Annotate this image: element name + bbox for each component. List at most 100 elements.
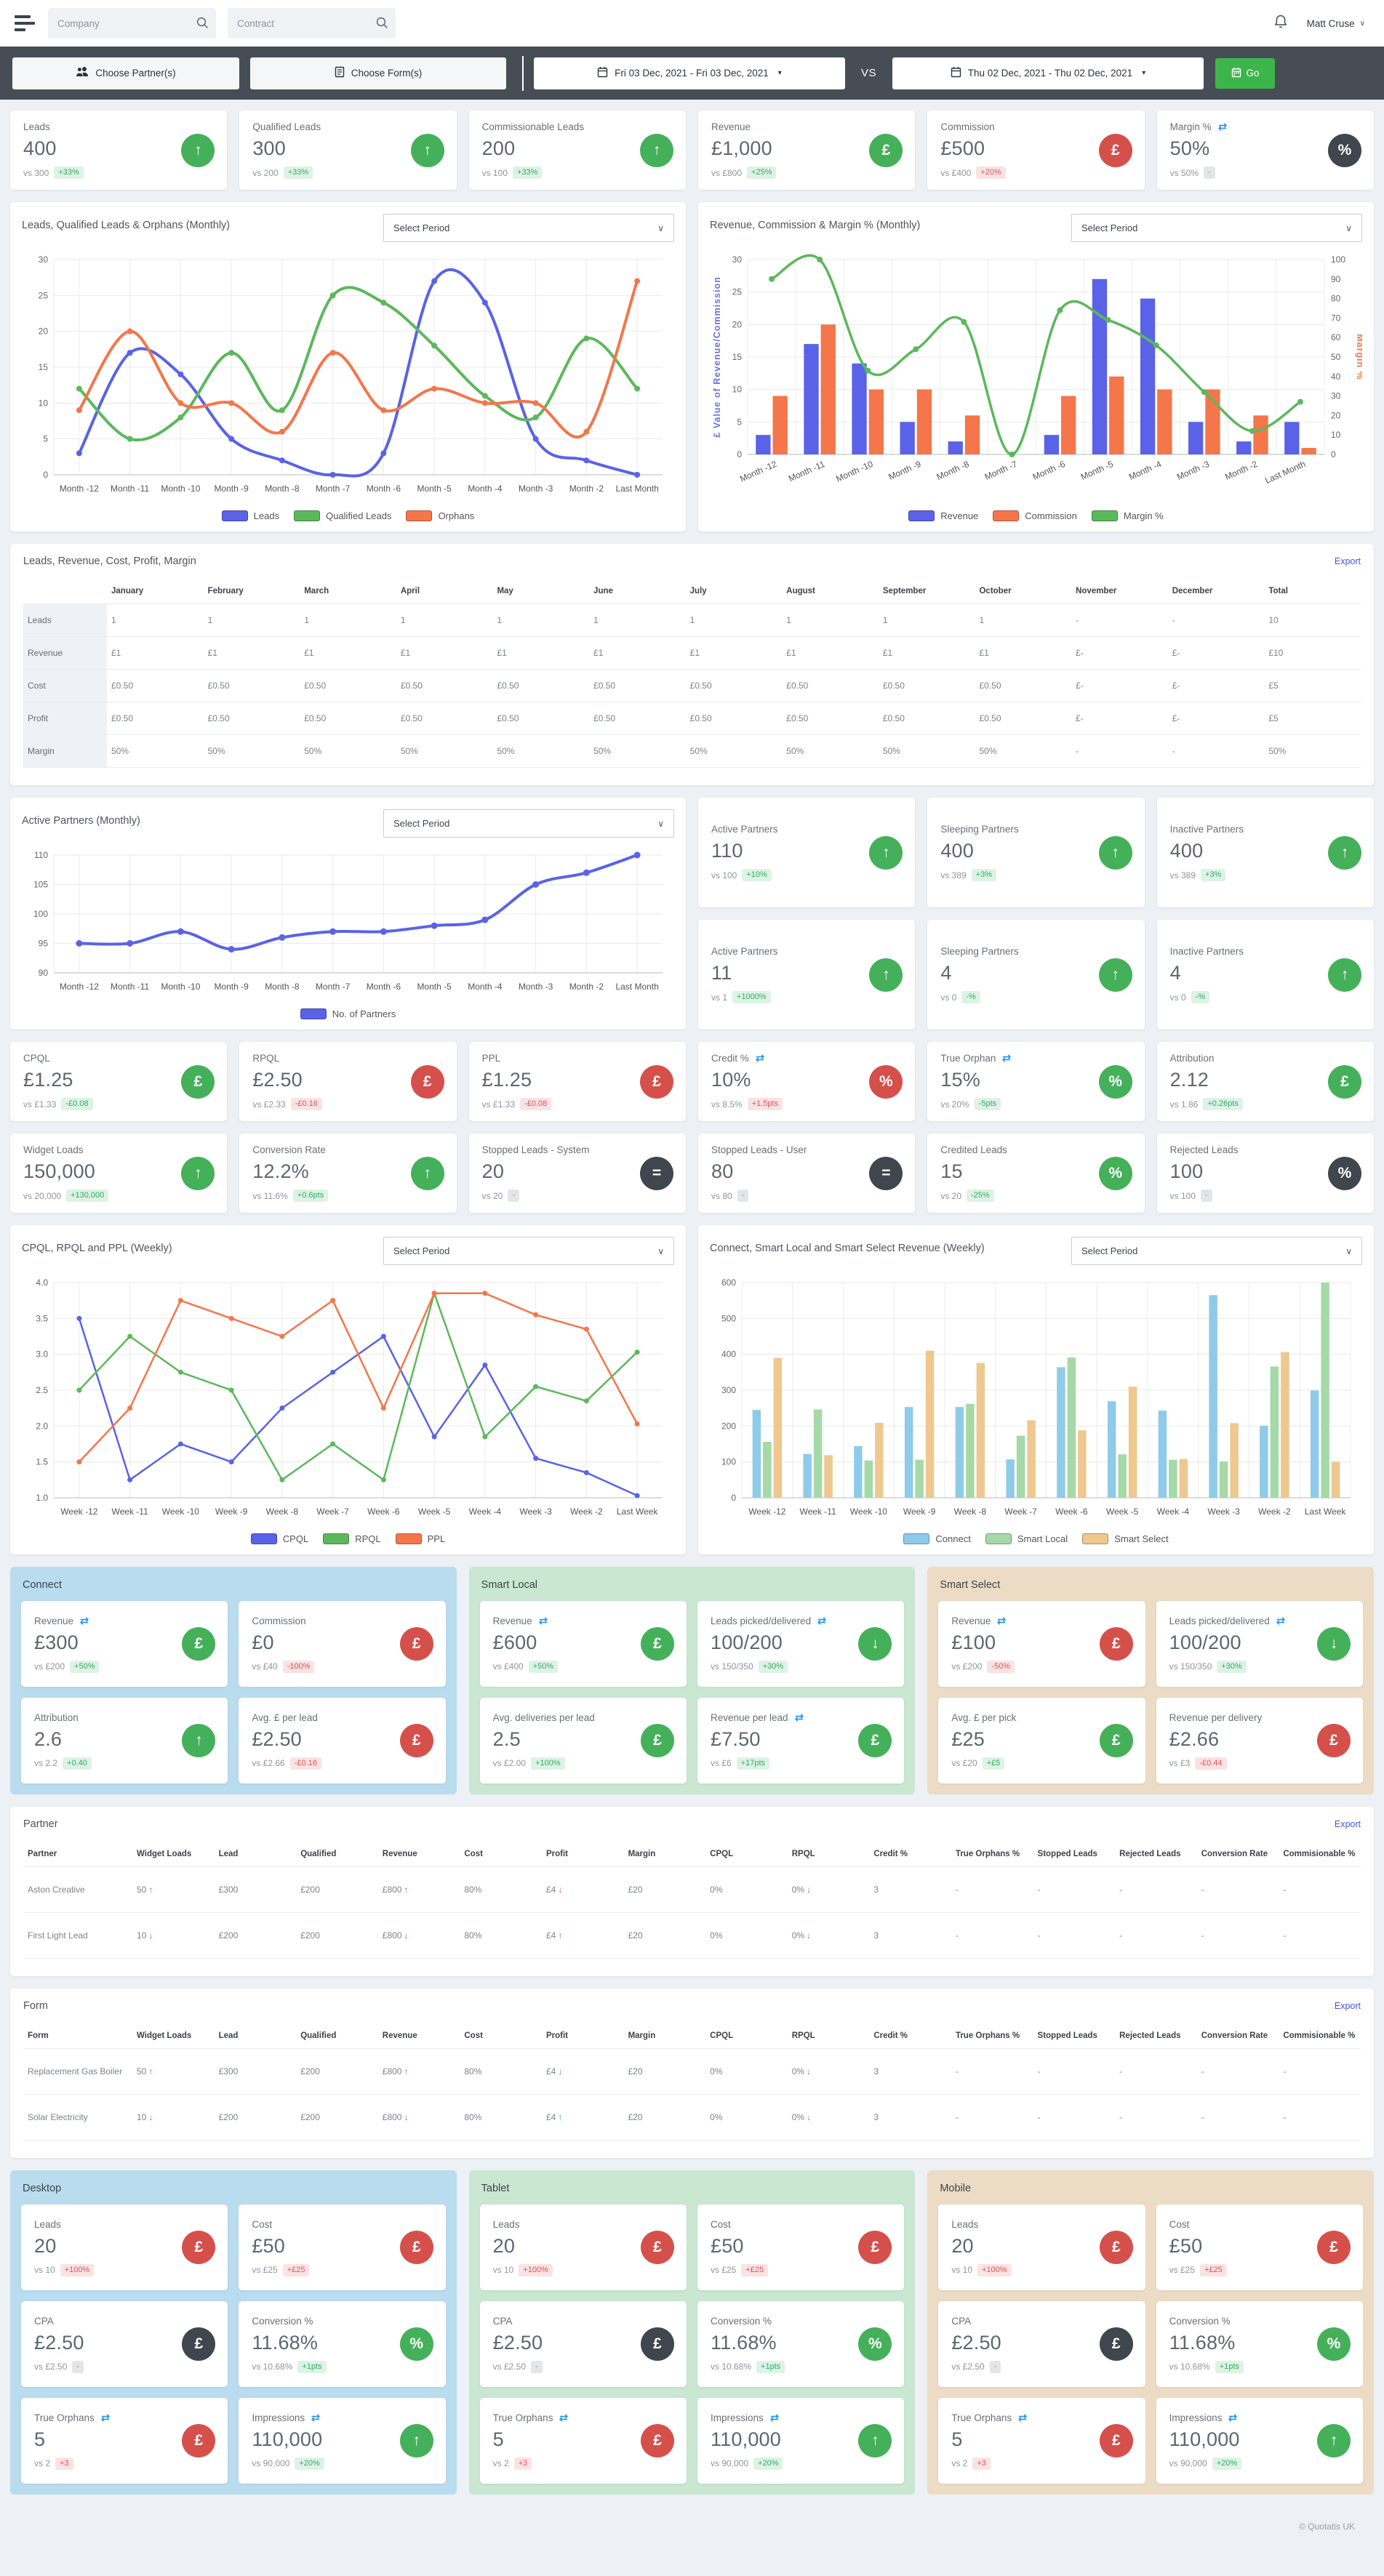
svg-text:Month -9: Month -9 xyxy=(214,982,249,992)
svg-text:Month -12: Month -12 xyxy=(60,982,99,992)
hamburger-menu-icon[interactable] xyxy=(13,12,36,34)
table-cell: - xyxy=(951,2094,1033,2140)
chart-title: Connect, Smart Local and Smart Select Re… xyxy=(710,1243,985,1254)
kpi-comparison: vs £400 +20% xyxy=(940,166,1131,179)
kpi-title: Leads xyxy=(23,121,50,132)
kpi-title: Revenue xyxy=(951,1616,1132,1626)
kpi-comparison: vs 11.6% +0.6pts xyxy=(252,1189,443,1202)
export-link[interactable]: Export xyxy=(1334,556,1361,566)
chart-card-leads-monthly: Leads, Qualified Leads & Orphans (Monthl… xyxy=(10,202,686,531)
export-link[interactable]: Export xyxy=(1334,1819,1361,1829)
search-icon[interactable] xyxy=(375,16,389,33)
panel-title: Mobile xyxy=(940,2183,972,2194)
kpi-comparison: vs £2.50- xyxy=(34,2360,215,2373)
user-name: Matt Cruse xyxy=(1306,17,1355,29)
choose-forms-label: Choose Form(s) xyxy=(351,68,423,79)
svg-text:30: 30 xyxy=(1331,391,1341,401)
table-cell: - xyxy=(1115,2094,1197,2140)
kpi-title: Avg. £ per lead xyxy=(252,1712,318,1723)
table-cell: 10 xyxy=(1264,603,1361,637)
change-badge: +1pts xyxy=(756,2360,785,2373)
kpi-card-stopped-leads-system: Stopped Leads - System 20 vs 20- = xyxy=(468,1133,686,1213)
date-range-compare-button[interactable]: Thu 02 Dec, 2021 - Thu 02 Dec, 2021 ▾ xyxy=(892,57,1204,89)
arrow-up-icon: ↑ xyxy=(410,1156,444,1190)
go-button[interactable]: Go xyxy=(1215,57,1276,89)
kpi-title: Leads picked/delivered xyxy=(711,1616,891,1626)
kpi-value: £50 xyxy=(710,2234,744,2257)
table-cell: 1 xyxy=(589,603,686,637)
pound-icon: £ xyxy=(1099,2424,1133,2457)
kpi-card-sleeping-partners: Sleeping Partners 4 vs 0 -% ↑ xyxy=(927,920,1145,1030)
svg-text:Month -4: Month -4 xyxy=(1127,459,1163,482)
column-header: Widget Loads xyxy=(137,1850,192,1858)
partner-table: Partner Widget Loads Lead Qualified Revenue C… xyxy=(23,1842,1361,1959)
legend-swatch xyxy=(406,510,433,521)
kpi-card-avg-per-lead: Avg. £ per lead £2.50 vs £2.66 -£0.16 £ xyxy=(239,1698,446,1783)
table-cell: £200 xyxy=(214,2094,297,2140)
kpi-card-attribution: Attribution 2.6 vs 2.2 +0.40 ↑ xyxy=(21,1698,228,1783)
pound-icon: £ xyxy=(640,1064,673,1099)
kpi-comparison: vs 100 +33% xyxy=(482,166,673,179)
svg-text:10: 10 xyxy=(732,385,743,395)
legend-item-revenue: Revenue xyxy=(908,510,978,521)
kpi-comparison: vs 20,000 +130,000 xyxy=(23,1189,214,1202)
kpi-card-leads: Leads 20 vs 10 +100% £ xyxy=(938,2204,1145,2290)
bell-icon[interactable] xyxy=(1273,14,1288,33)
select-period-dropdown[interactable]: Select Period ∨ xyxy=(1071,1237,1362,1265)
table-cell: £4 ↓ xyxy=(541,2048,624,2095)
svg-text:Month -2: Month -2 xyxy=(569,483,604,494)
pound-icon: £ xyxy=(399,2231,433,2264)
partner-status-cards: Active Partners 110 vs 100 +10% ↑ Sleeping Pa… xyxy=(698,798,1374,1030)
calendar-icon xyxy=(951,66,961,80)
kpi-title: RPQL xyxy=(252,1053,280,1064)
kpi-title: Revenue per delivery xyxy=(1169,1712,1263,1723)
select-period-dropdown[interactable]: Select Period ∨ xyxy=(383,1237,674,1265)
company-search-input[interactable] xyxy=(48,8,216,39)
export-link[interactable]: Export xyxy=(1334,2001,1361,2011)
date-range-primary-button[interactable]: Fri 03 Dec, 2021 - Fri 03 Dec, 2021 ▾ xyxy=(534,57,845,89)
select-period-dropdown[interactable]: Select Period ∨ xyxy=(383,214,674,242)
arrow-up-icon: ↑ xyxy=(410,133,444,167)
table-cell: £1 xyxy=(396,636,493,670)
choose-forms-button[interactable]: Choose Form(s) xyxy=(250,57,506,89)
select-period-dropdown[interactable]: Select Period ∨ xyxy=(383,809,674,838)
svg-text:15: 15 xyxy=(732,352,743,362)
change-badge: +1.5pts xyxy=(747,1098,783,1110)
kpi-value: 4 xyxy=(1169,962,1181,984)
search-icon[interactable] xyxy=(196,16,209,33)
chart-svg: 90 95 100 105 110 Month -12 Month -11 Month -10… xyxy=(33,850,663,992)
change-badge: +20% xyxy=(753,2457,783,2470)
arrow-down-icon: ↓ xyxy=(404,2112,409,2122)
change-badge: +10% xyxy=(742,869,772,881)
column-header: Stopped Leads xyxy=(1037,2031,1097,2040)
change-badge: +£5 xyxy=(982,1757,1005,1770)
svg-text:110: 110 xyxy=(34,850,48,860)
swap-icon xyxy=(1217,122,1228,132)
table-cell: - xyxy=(1071,603,1168,637)
change-badge: - xyxy=(508,1189,520,1202)
select-period-dropdown[interactable]: Select Period ∨ xyxy=(1071,214,1362,242)
change-badge: +3 xyxy=(513,2457,532,2470)
table-cell: 1 xyxy=(878,603,975,637)
kpi-title: Active Partners xyxy=(711,824,778,835)
kpi-comparison: vs 10 +100% xyxy=(493,2263,673,2276)
column-header: Partner xyxy=(28,1850,57,1858)
table-cell: Replacement Gas Boiler xyxy=(23,2048,132,2095)
user-menu[interactable]: Matt Cruse ∨ xyxy=(1307,18,1365,29)
kpi-card-stopped-leads-user: Stopped Leads - User 80 vs 80- = xyxy=(698,1133,916,1213)
table-cell: £800 ↓ xyxy=(377,1912,460,1959)
kpi-comparison: vs 0 -% xyxy=(1170,991,1361,1003)
svg-text:0: 0 xyxy=(737,449,742,460)
kpi-value: 20 xyxy=(492,2234,516,2257)
kpi-title: Inactive Partners xyxy=(1169,946,1244,957)
choose-partners-button[interactable]: Choose Partner(s) xyxy=(12,57,239,89)
arrow-up-icon: ↑ xyxy=(181,1156,215,1190)
contract-search-input[interactable] xyxy=(228,8,396,39)
kpi-comparison: vs 20 -25% xyxy=(940,1189,1131,1202)
svg-text:Last Month: Last Month xyxy=(615,483,658,494)
kpi-title: Conversion % xyxy=(1169,2315,1231,2327)
table-cell: 80% xyxy=(460,2048,542,2095)
pound-icon: £ xyxy=(858,1724,892,1757)
change-badge: +3 xyxy=(55,2457,73,2470)
column-header: Profit xyxy=(545,2031,568,2040)
